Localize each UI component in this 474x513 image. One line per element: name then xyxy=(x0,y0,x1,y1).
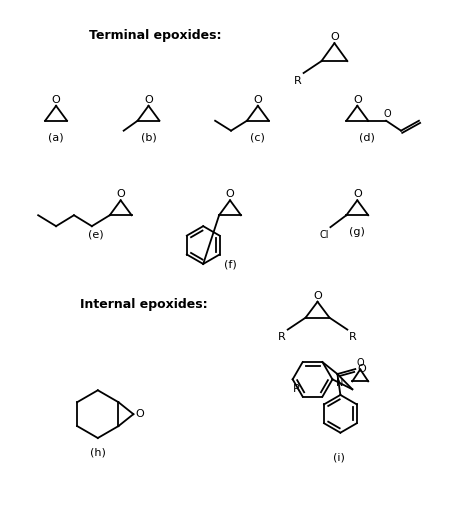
Text: R: R xyxy=(294,76,301,86)
Text: Terminal epoxides:: Terminal epoxides: xyxy=(89,29,222,42)
Text: (f): (f) xyxy=(224,260,237,270)
Text: (i): (i) xyxy=(333,453,346,463)
Text: O: O xyxy=(144,95,153,105)
Text: (e): (e) xyxy=(88,229,104,239)
Text: O: O xyxy=(52,95,61,105)
Text: N: N xyxy=(336,378,343,388)
Text: O: O xyxy=(116,189,125,200)
Text: (h): (h) xyxy=(90,448,106,458)
Text: Internal epoxides:: Internal epoxides: xyxy=(80,298,207,311)
Text: R: R xyxy=(293,384,301,393)
Text: O: O xyxy=(356,359,364,368)
Text: O: O xyxy=(383,109,391,119)
Text: O: O xyxy=(136,409,144,419)
Text: (d): (d) xyxy=(359,133,375,143)
Text: (c): (c) xyxy=(250,133,265,143)
Text: (g): (g) xyxy=(349,227,365,237)
Text: O: O xyxy=(353,95,362,105)
Text: O: O xyxy=(330,32,339,42)
Text: Cl: Cl xyxy=(320,230,329,240)
Text: (b): (b) xyxy=(141,133,156,143)
Text: O: O xyxy=(353,189,362,200)
Text: R: R xyxy=(349,331,357,342)
Text: O: O xyxy=(254,95,262,105)
Text: R: R xyxy=(278,331,286,342)
Text: O: O xyxy=(313,291,322,301)
Text: O: O xyxy=(226,189,235,200)
Text: O: O xyxy=(357,364,366,374)
Text: (a): (a) xyxy=(48,133,64,143)
